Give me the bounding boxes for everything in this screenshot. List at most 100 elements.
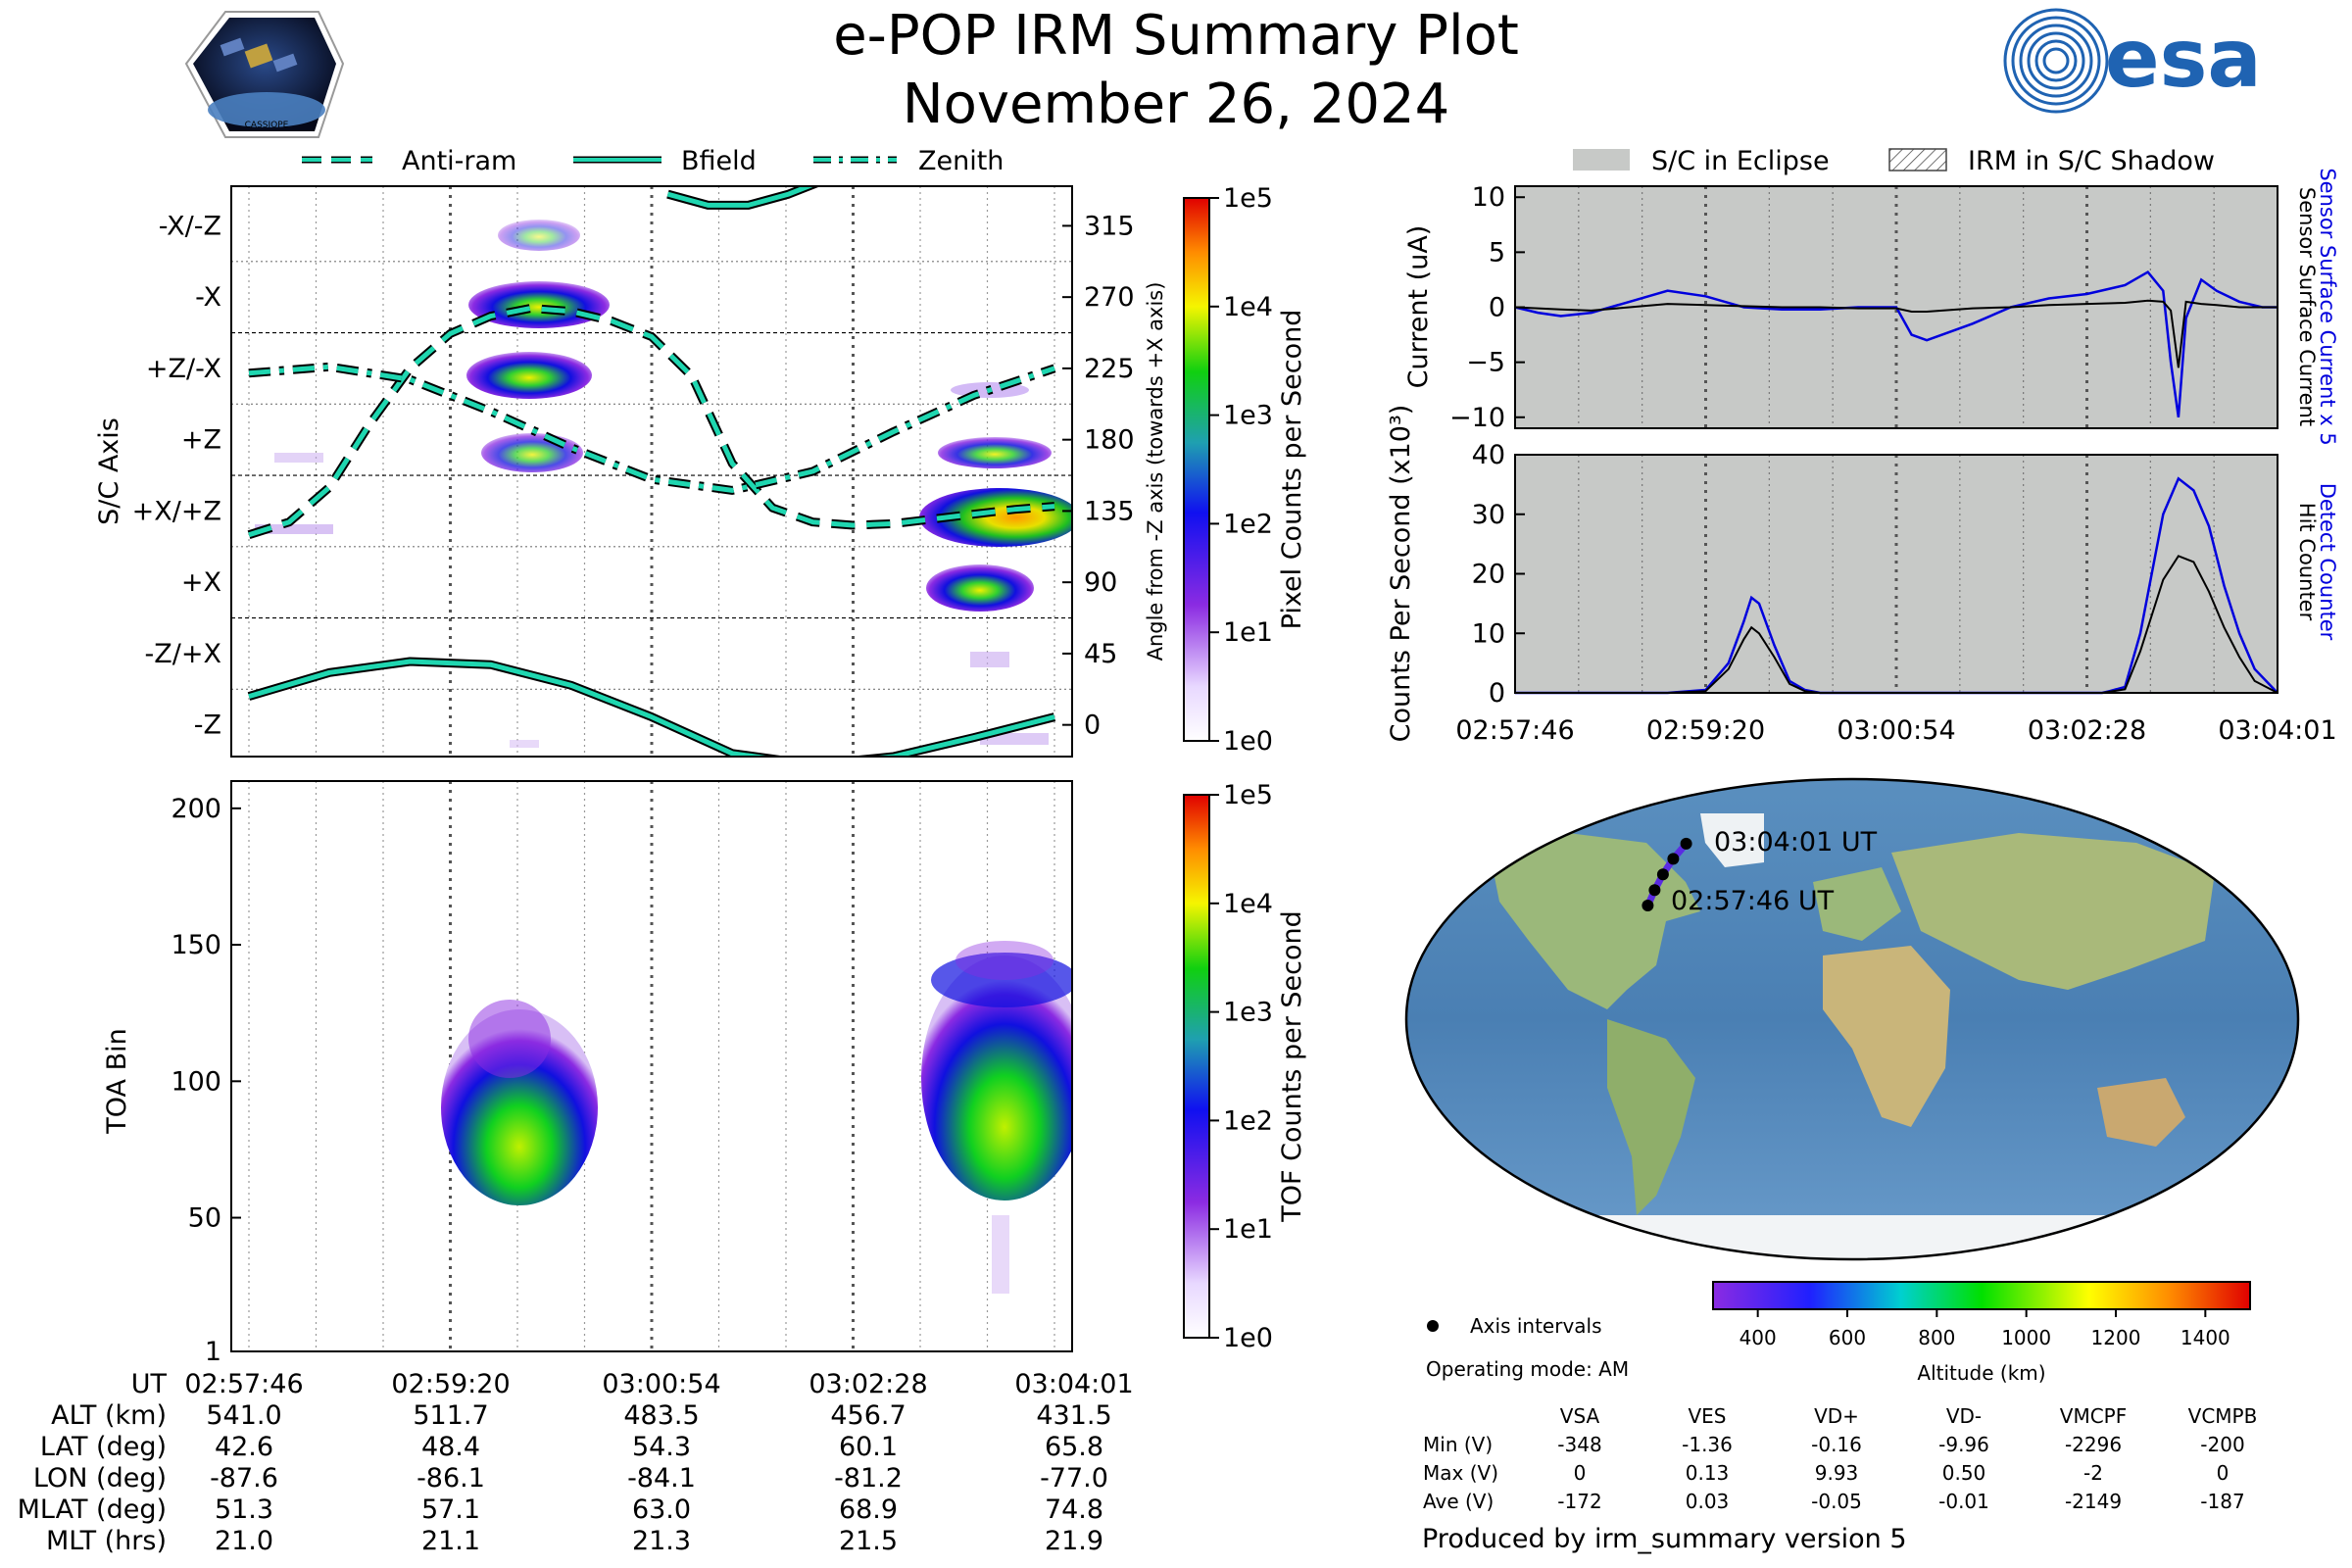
legend-shadow: IRM in S/C Shadow xyxy=(1968,146,2215,176)
track-interval-point xyxy=(1680,837,1692,850)
voltage-cell: -0.01 xyxy=(1938,1490,1989,1513)
voltage-cell: 0 xyxy=(2217,1461,2230,1485)
voltage-cell: -9.96 xyxy=(1938,1433,1989,1456)
map-legend: Axis intervals Operating mode: AM xyxy=(1426,1314,1629,1381)
map-greenland xyxy=(1700,813,1764,867)
altitude-tick: 800 xyxy=(1918,1326,1955,1349)
current-y2label-black: Sensor Surface Current xyxy=(2295,187,2319,426)
pixel-colorbar: 1e0 1e1 1e2 1e3 1e4 1e5 Pixel Counts per Seco… xyxy=(1183,183,1307,757)
orbit-row-label: MLAT (deg) xyxy=(18,1494,167,1525)
legend-eclipse: S/C in Eclipse xyxy=(1651,146,1830,176)
orbit-cell: 431.5 xyxy=(1036,1400,1111,1431)
toa-faint-streak xyxy=(992,1215,1009,1294)
orbit-cell: 03:04:01 xyxy=(1014,1369,1133,1399)
orbit-cell: 483.5 xyxy=(623,1400,699,1431)
voltage-row-label: Min (V) xyxy=(1423,1433,1493,1456)
toa-blob-2 xyxy=(921,956,1072,1200)
sc-axis-heatmap xyxy=(247,186,1072,757)
colorbar-tick: 1e1 xyxy=(1223,617,1273,648)
sc-ytick-left: +X xyxy=(181,567,221,598)
trace-antiram xyxy=(248,306,1055,538)
voltage-row-label: Ave (V) xyxy=(1423,1490,1494,1513)
current-ylabel: Current (uA) xyxy=(1403,225,1434,389)
orbit-cell: 03:00:54 xyxy=(602,1369,720,1399)
series-sensor-surface-current xyxy=(1514,299,2278,368)
sc-axis-ylabel: S/C Axis xyxy=(94,417,124,525)
map-antarctica xyxy=(1470,1215,2254,1259)
altitude-tick: 1000 xyxy=(2001,1326,2051,1349)
orbit-cell: 48.4 xyxy=(421,1432,480,1462)
tof-colorbar-label: TOF Counts per Second xyxy=(1277,910,1307,1223)
map-south-america xyxy=(1607,1019,1695,1215)
map-asia xyxy=(1891,833,2215,990)
orbit-cell: 02:59:20 xyxy=(391,1369,510,1399)
toa-blob-2-top xyxy=(931,953,1072,1007)
sc-ytick-left: +Z/-X xyxy=(146,354,221,384)
sc-blob-180b xyxy=(938,437,1052,468)
toa-ylabel: TOA Bin xyxy=(102,1028,132,1134)
voltage-cell: -0.16 xyxy=(1811,1433,1862,1456)
orbit-cell: 02:57:46 xyxy=(184,1369,303,1399)
orbit-row-label: LAT (deg) xyxy=(40,1432,167,1462)
orbit-cell: -86.1 xyxy=(416,1463,485,1494)
sc-blob-faint-135 xyxy=(255,524,333,534)
sc-ytick-right: 315 xyxy=(1084,211,1135,241)
legend-zenith: Zenith xyxy=(918,146,1004,176)
trace-zenith xyxy=(248,364,1055,493)
sc-blob-225 xyxy=(466,352,592,399)
voltage-cell: 0 xyxy=(1574,1461,1587,1485)
toa-blob-2-halo xyxy=(956,941,1054,980)
orbit-cell: 456.7 xyxy=(830,1400,906,1431)
orbit-row-label: ALT (km) xyxy=(51,1400,167,1431)
voltage-cell: -2149 xyxy=(2065,1490,2122,1513)
colorbar-tick: 1e2 xyxy=(1223,509,1273,539)
colorbar-tick: 1e0 xyxy=(1223,1323,1273,1353)
current-panel: 10 5 0 −5 −10 Current (uA) Sensor Surface Cu… xyxy=(1403,168,2339,445)
orbit-row-label: LON (deg) xyxy=(33,1463,167,1494)
eclipse-legend: S/C in Eclipse IRM in S/C Shadow xyxy=(1573,146,2215,176)
ytick: 0 xyxy=(1489,678,1505,709)
map-africa xyxy=(1823,946,1950,1127)
sc-blob-315 xyxy=(498,220,580,251)
toa-heatmap xyxy=(441,941,1072,1294)
sc-ytick-right: 225 xyxy=(1084,354,1135,384)
voltage-col-header: VES xyxy=(1688,1404,1726,1428)
voltage-cell: -1.36 xyxy=(1682,1433,1733,1456)
counts-xtick: 03:00:54 xyxy=(1837,715,1955,746)
sc-axis-y2label: Angle from -Z axis (towards +X axis) xyxy=(1144,282,1167,662)
orbit-cell: 541.0 xyxy=(206,1400,281,1431)
esa-logo: esa xyxy=(2003,8,2262,114)
orbit-cell: -84.1 xyxy=(627,1463,696,1494)
orbit-cell: 511.7 xyxy=(413,1400,488,1431)
voltage-cell: 9.93 xyxy=(1815,1461,1859,1485)
altitude-colorbar: 400 600 800 1000 1200 1400 Altitude (km) xyxy=(1712,1281,2251,1385)
orbit-cell: 21.9 xyxy=(1045,1526,1103,1556)
orbit-cell: 21.5 xyxy=(839,1526,898,1556)
world-map: 03:04:01 UT 02:57:46 UT xyxy=(1404,777,2300,1261)
trace-bfield xyxy=(248,659,1055,757)
counts-y2label-blue: Detect Counter xyxy=(2316,483,2339,641)
voltage-table: VSA VES VD+ VD- VMCPF VCMPB Min (V) -348 -1.36 -0… xyxy=(1423,1404,2257,1513)
sc-blob-135 xyxy=(919,488,1072,547)
footer-text: Produced by irm_summary version 5 xyxy=(1422,1524,1907,1554)
track-interval-point xyxy=(1642,900,1654,911)
orbit-cell: 68.9 xyxy=(839,1494,898,1525)
counts-y2label-black: Hit Counter xyxy=(2295,503,2319,621)
orbit-cell: 21.3 xyxy=(632,1526,691,1556)
map-north-america xyxy=(1490,833,1700,1009)
ytick: 40 xyxy=(1472,440,1505,470)
voltage-cell: 0.13 xyxy=(1686,1461,1730,1485)
orbit-cell: 42.6 xyxy=(215,1432,273,1462)
orbit-cell: 51.3 xyxy=(215,1494,273,1525)
altitude-tick: 600 xyxy=(1829,1326,1866,1349)
current-y2label-blue: Sensor Surface Current x 5 xyxy=(2316,168,2339,445)
voltage-cell: -172 xyxy=(1557,1490,1601,1513)
orbit-cell: 21.0 xyxy=(215,1526,273,1556)
voltage-cell: 0.50 xyxy=(1942,1461,1986,1485)
trace-bfield xyxy=(666,186,816,208)
orbit-cell: 60.1 xyxy=(839,1432,898,1462)
orbit-cell: 65.8 xyxy=(1045,1432,1103,1462)
cassiope-text: CASSIOPE xyxy=(245,121,289,130)
